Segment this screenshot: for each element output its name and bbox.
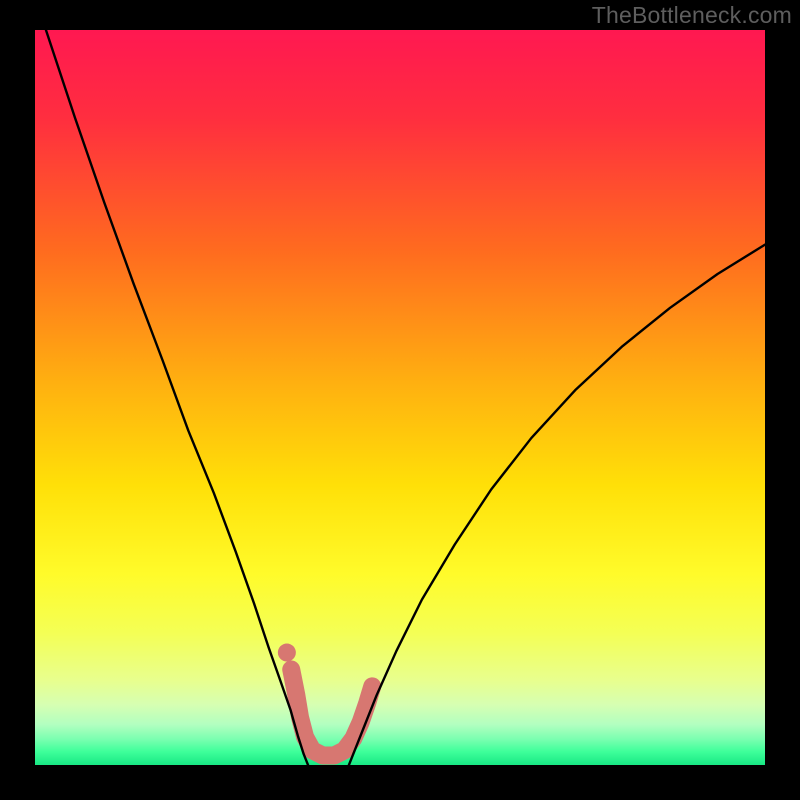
plot-gradient-background xyxy=(35,30,765,765)
chart-stage: TheBottleneck.com xyxy=(0,0,800,800)
watermark-text: TheBottleneck.com xyxy=(592,2,792,29)
highlight-dot xyxy=(278,644,296,662)
bottleneck-chart xyxy=(0,0,800,800)
